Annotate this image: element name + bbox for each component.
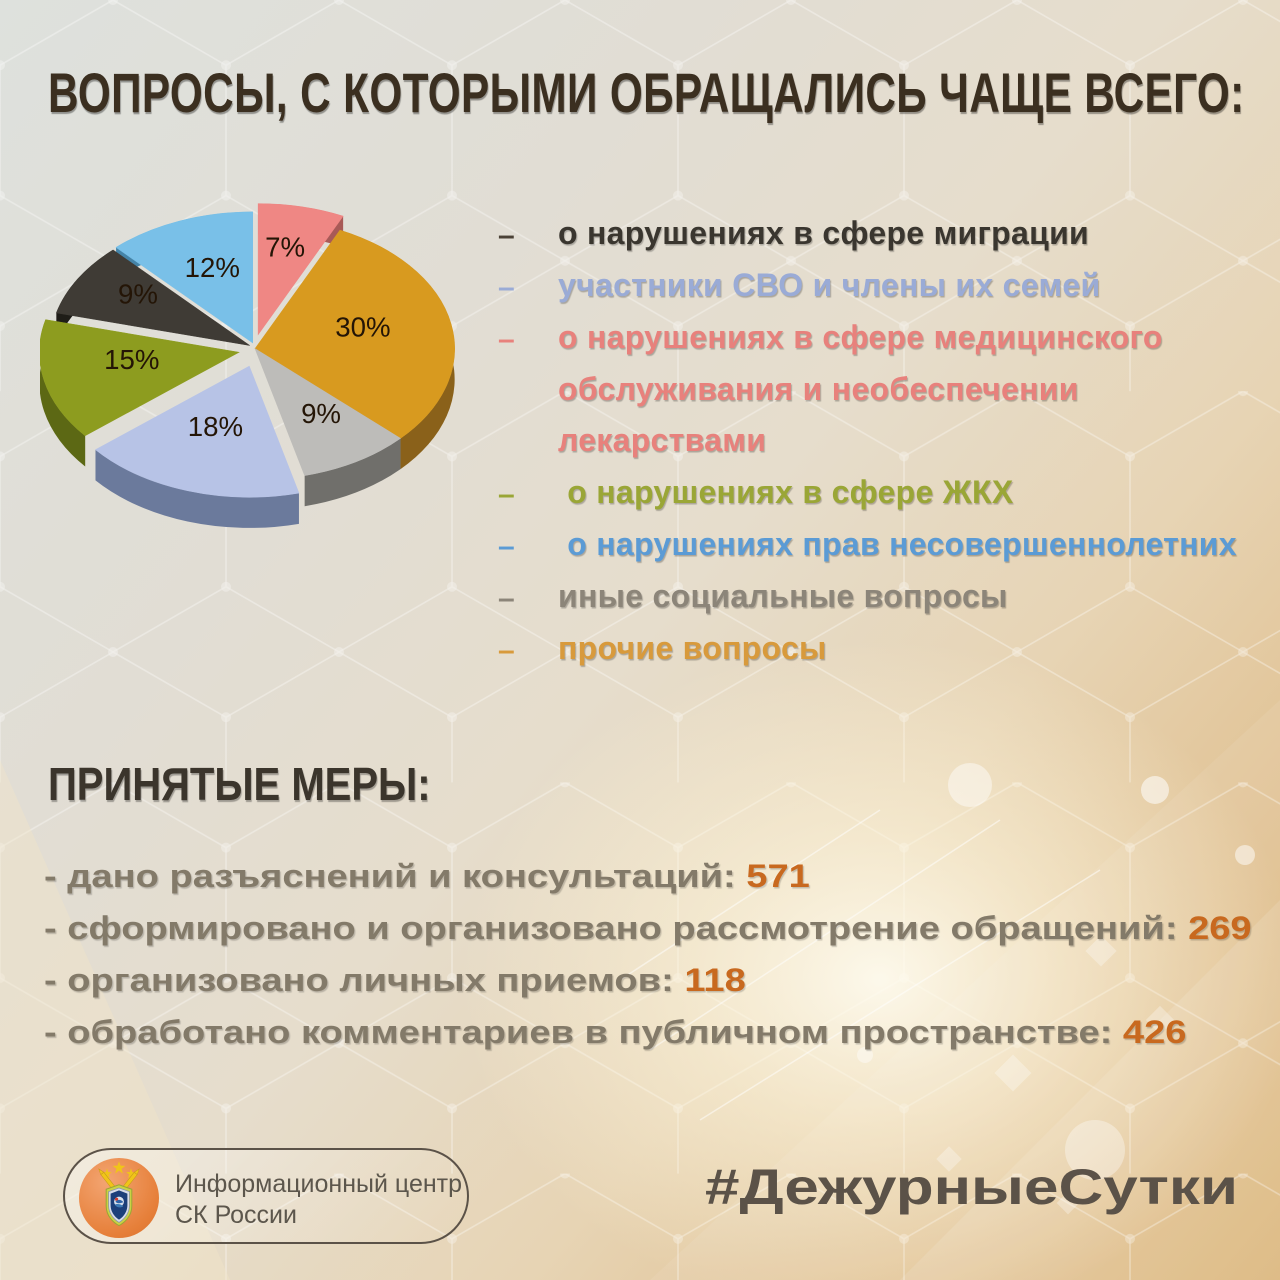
svg-text:7%: 7% xyxy=(265,232,305,263)
svg-text:9%: 9% xyxy=(301,398,341,429)
svg-text:12%: 12% xyxy=(185,252,240,283)
svg-text:15%: 15% xyxy=(104,344,159,375)
svg-text:18%: 18% xyxy=(188,411,243,442)
svg-text:9%: 9% xyxy=(118,278,158,309)
svg-text:30%: 30% xyxy=(335,311,390,342)
